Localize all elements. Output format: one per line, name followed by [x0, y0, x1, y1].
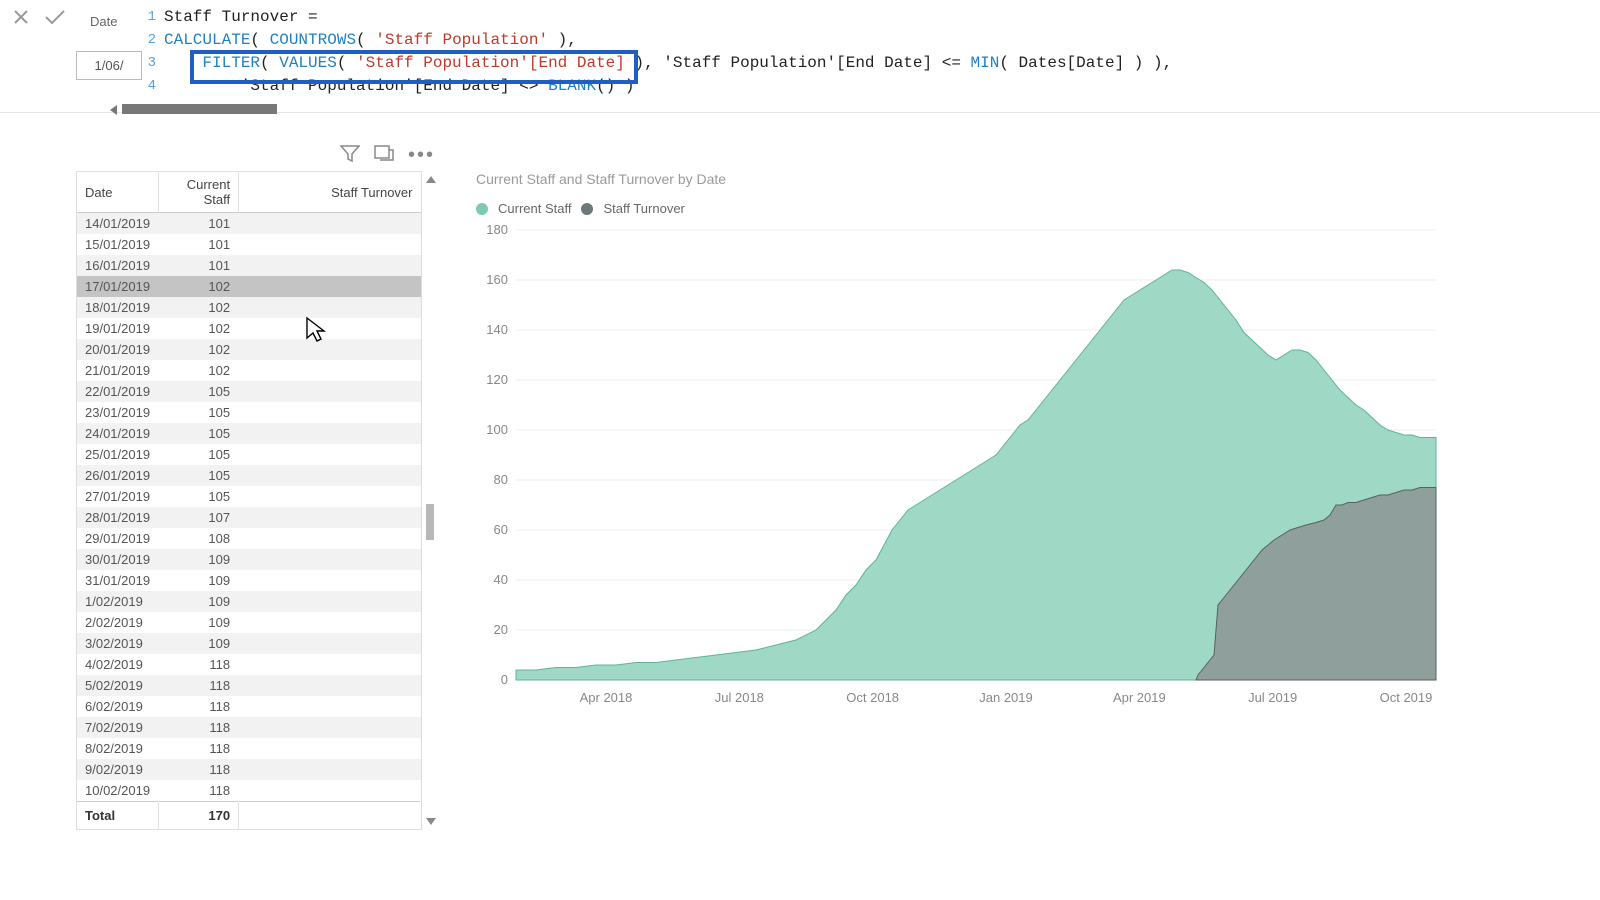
table-row[interactable]: 5/02/2019118	[77, 675, 421, 696]
chart-title: Current Staff and Staff Turnover by Date	[476, 171, 1446, 187]
svg-text:Apr 2018: Apr 2018	[580, 690, 633, 705]
filter-icon[interactable]	[340, 144, 360, 165]
table-row[interactable]: 18/01/2019102	[77, 297, 421, 318]
chart-plot: 0 20 40 60 80 100 120 140 160 180 Apr 2018 Jul 2018…	[476, 220, 1446, 730]
table-row[interactable]: 21/01/2019102	[77, 360, 421, 381]
svg-text:80: 80	[494, 472, 508, 487]
table-total-row: Total 170	[77, 802, 421, 830]
table-row[interactable]: 24/01/2019105	[77, 423, 421, 444]
cancel-icon[interactable]	[12, 8, 30, 26]
svg-text:180: 180	[486, 222, 508, 237]
svg-text:40: 40	[494, 572, 508, 587]
svg-text:60: 60	[494, 522, 508, 537]
table-row[interactable]: 27/01/2019105	[77, 486, 421, 507]
table-row[interactable]: 22/01/2019105	[77, 381, 421, 402]
table-row[interactable]: 16/01/2019101	[77, 255, 421, 276]
table-row[interactable]: 15/01/2019101	[77, 234, 421, 255]
svg-text:0: 0	[501, 672, 508, 687]
legend-swatch-current	[476, 203, 488, 215]
table-row[interactable]: 29/01/2019108	[77, 528, 421, 549]
svg-text:160: 160	[486, 272, 508, 287]
table-header-row: Date Current Staff Staff Turnover	[77, 172, 421, 213]
table-row[interactable]: 4/02/2019118	[77, 654, 421, 675]
date-filter-input[interactable]	[76, 51, 142, 80]
chart-legend: Current Staff Staff Turnover	[476, 201, 1446, 216]
table-row[interactable]: 23/01/2019105	[77, 402, 421, 423]
table-row[interactable]: 6/02/2019118	[77, 696, 421, 717]
svg-text:20: 20	[494, 622, 508, 637]
table-row[interactable]: 8/02/2019118	[77, 738, 421, 759]
table-row[interactable]: 9/02/2019118	[77, 759, 421, 780]
table-row[interactable]: 10/02/2019118	[77, 780, 421, 802]
commit-icon[interactable]	[44, 8, 66, 26]
table-row[interactable]: 17/01/2019102	[77, 276, 421, 297]
visual-header: •••	[340, 144, 435, 165]
col-current-staff[interactable]: Current Staff	[159, 172, 239, 213]
area-chart-visual[interactable]: Current Staff and Staff Turnover by Date…	[476, 171, 1446, 733]
vertical-scrollbar[interactable]	[423, 174, 439, 827]
table-visual[interactable]: Date Current Staff Staff Turnover 14/01/…	[76, 171, 422, 830]
field-label: Date	[76, 4, 142, 29]
svg-text:Apr 2019: Apr 2019	[1113, 690, 1166, 705]
table-row[interactable]: 20/01/2019102	[77, 339, 421, 360]
svg-text:Jul 2018: Jul 2018	[715, 690, 764, 705]
table-row[interactable]: 19/01/2019102	[77, 318, 421, 339]
table-row[interactable]: 2/02/2019109	[77, 612, 421, 633]
table-row[interactable]: 1/02/2019109	[77, 591, 421, 612]
total-label: Total	[77, 802, 159, 830]
table-row[interactable]: 7/02/2019118	[77, 717, 421, 738]
svg-text:100: 100	[486, 422, 508, 437]
svg-text:Jan 2019: Jan 2019	[979, 690, 1033, 705]
col-staff-turnover[interactable]: Staff Turnover	[239, 172, 421, 213]
table-row[interactable]: 25/01/2019105	[77, 444, 421, 465]
table-row[interactable]: 3/02/2019109	[77, 633, 421, 654]
formula-bar: Date 1Staff Turnover =2CALCULATE( COUNTR…	[0, 0, 1600, 113]
total-value: 170	[159, 802, 239, 830]
focus-mode-icon[interactable]	[374, 144, 394, 165]
table-row[interactable]: 14/01/2019101	[77, 213, 421, 235]
formula-controls	[2, 4, 76, 26]
svg-text:Jul 2019: Jul 2019	[1248, 690, 1297, 705]
svg-text:Oct 2018: Oct 2018	[846, 690, 899, 705]
svg-text:140: 140	[486, 322, 508, 337]
horizontal-scrollbar[interactable]	[122, 102, 1472, 114]
col-date[interactable]: Date	[77, 172, 159, 213]
table-row[interactable]: 31/01/2019109	[77, 570, 421, 591]
table-row[interactable]: 30/01/2019109	[77, 549, 421, 570]
legend-swatch-turnover	[581, 203, 593, 215]
more-options-icon[interactable]: •••	[408, 150, 435, 160]
table-row[interactable]: 26/01/2019105	[77, 465, 421, 486]
legend-label-current: Current Staff	[498, 201, 571, 216]
table-row[interactable]: 28/01/2019107	[77, 507, 421, 528]
dax-editor[interactable]: 1Staff Turnover =2CALCULATE( COUNTROWS( …	[142, 4, 1598, 98]
svg-text:Oct 2019: Oct 2019	[1380, 690, 1433, 705]
data-table: Date Current Staff Staff Turnover 14/01/…	[77, 172, 421, 829]
svg-text:120: 120	[486, 372, 508, 387]
legend-label-turnover: Staff Turnover	[603, 201, 684, 216]
